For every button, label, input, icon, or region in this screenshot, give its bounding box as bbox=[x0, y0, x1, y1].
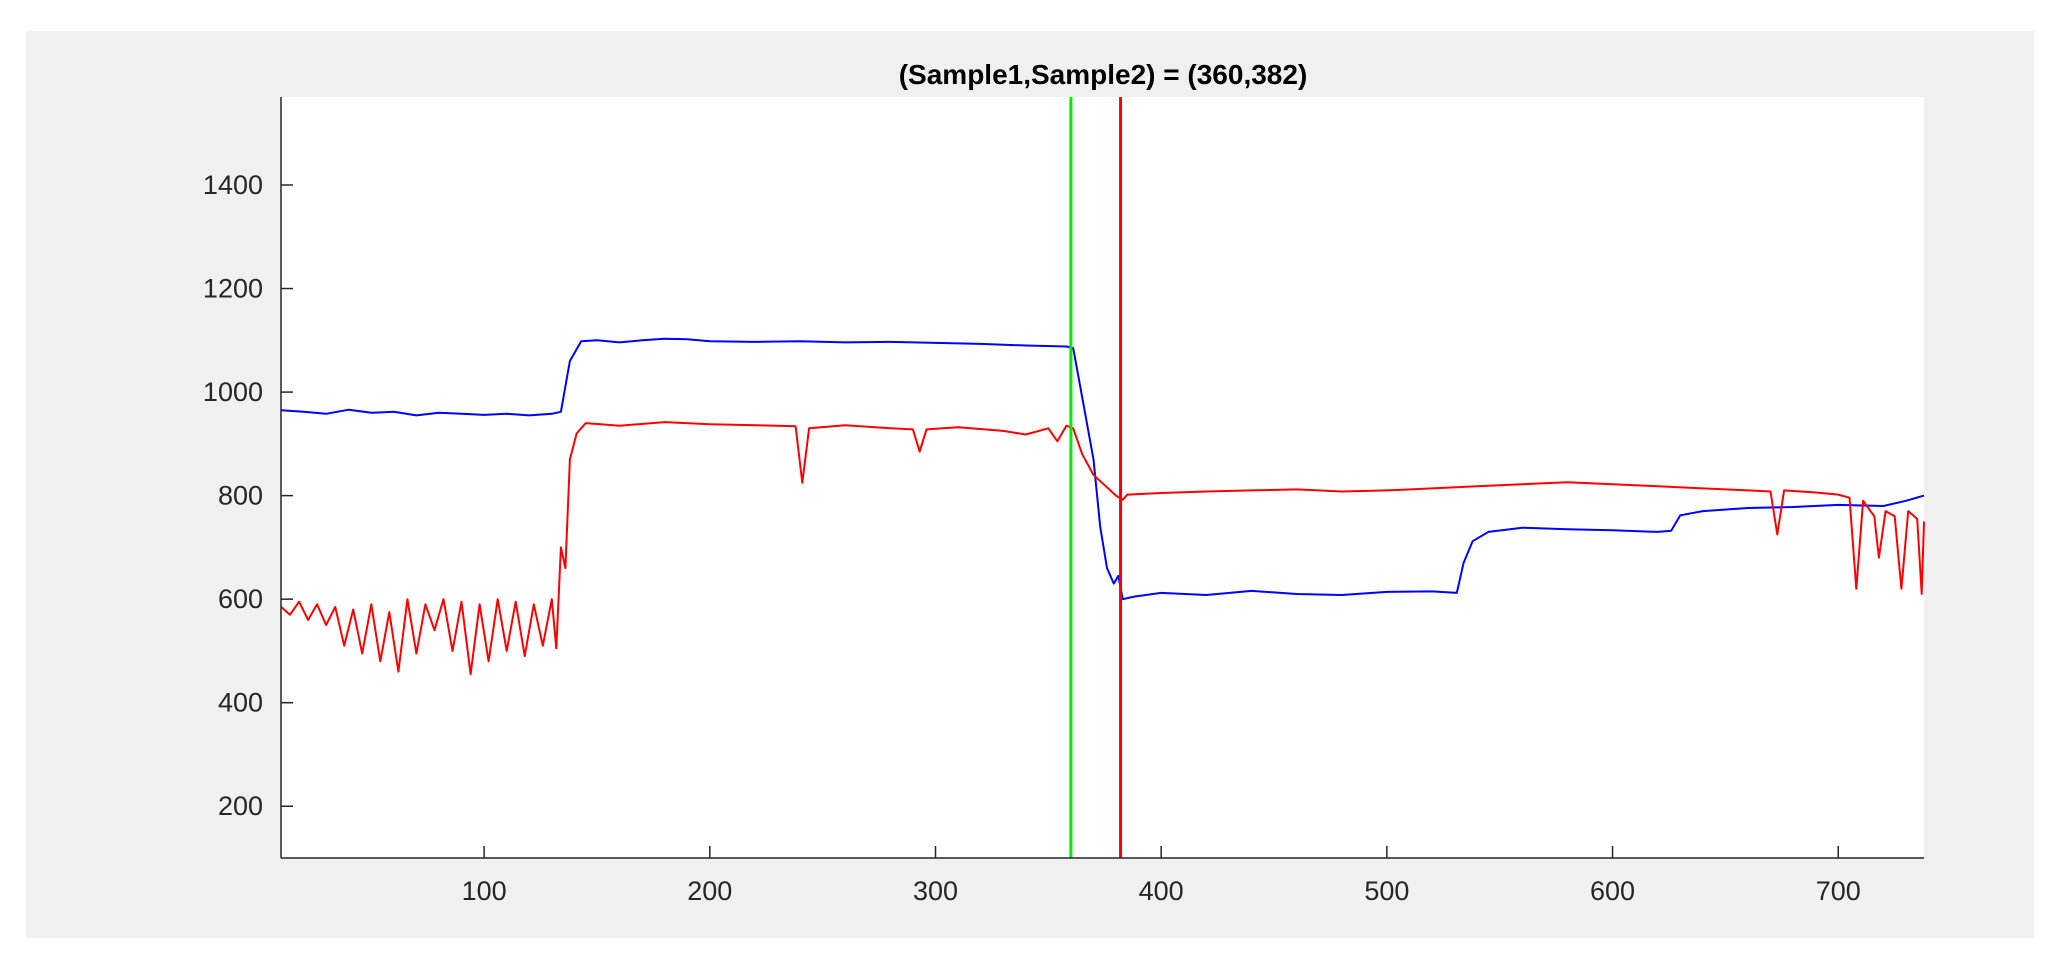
y-tick-label: 600 bbox=[218, 584, 263, 614]
x-tick-label: 200 bbox=[687, 876, 732, 906]
x-tick-label: 700 bbox=[1816, 876, 1861, 906]
series-line-1 bbox=[280, 337, 1925, 601]
y-tick-label: 400 bbox=[218, 688, 263, 718]
tick-layer: 100 200 300 400 500 600 700 200 400 600 800 1000 120… bbox=[203, 170, 1861, 906]
figure-window: (Sample1,Sample2) = (360,382) 100 200 300 4… bbox=[26, 31, 2034, 938]
x-tick-label: 300 bbox=[913, 876, 958, 906]
plot-area bbox=[281, 97, 1924, 858]
y-tick-label: 1000 bbox=[203, 377, 263, 407]
y-tick-label: 1200 bbox=[203, 274, 263, 304]
marker-layer bbox=[1069, 97, 1123, 858]
chart-title: (Sample1,Sample2) = (360,382) bbox=[899, 59, 1308, 90]
y-tick-label: 1400 bbox=[203, 170, 263, 200]
series-line-2 bbox=[280, 421, 1925, 676]
y-tick-label: 200 bbox=[218, 791, 263, 821]
line-chart: (Sample1,Sample2) = (360,382) 100 200 300 4… bbox=[203, 59, 1925, 906]
y-tick-label: 800 bbox=[218, 481, 263, 511]
x-tick-label: 500 bbox=[1364, 876, 1409, 906]
axes-layer bbox=[280, 97, 1924, 859]
x-tick-label: 100 bbox=[462, 876, 507, 906]
series-layer bbox=[280, 337, 1925, 676]
x-tick-label: 600 bbox=[1590, 876, 1635, 906]
x-tick-label: 400 bbox=[1139, 876, 1184, 906]
